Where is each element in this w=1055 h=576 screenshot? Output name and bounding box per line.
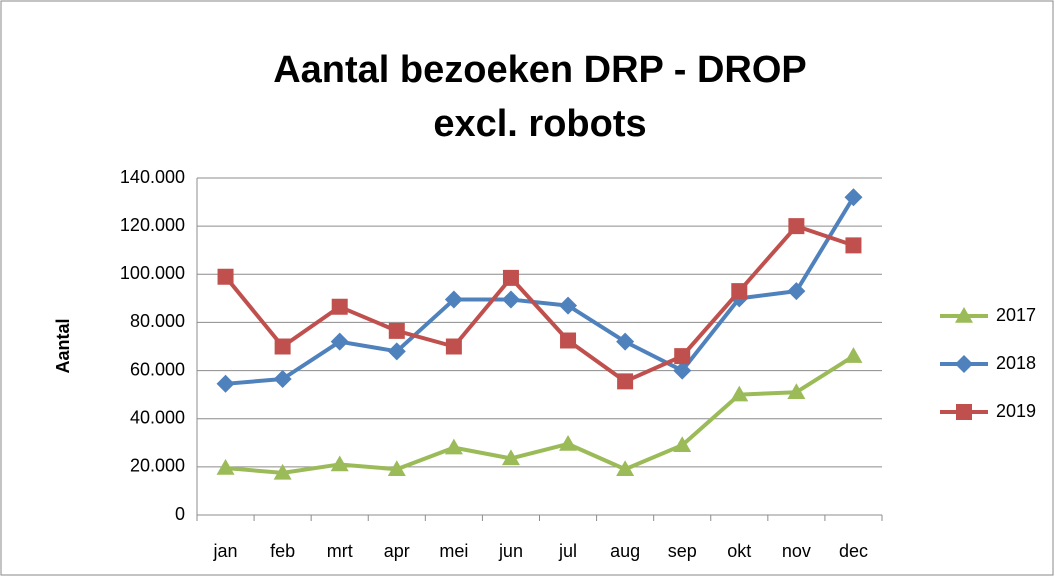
- data-point: [330, 455, 349, 472]
- y-tick-label: 20.000: [130, 456, 185, 476]
- data-point: [501, 290, 520, 309]
- data-point: [216, 374, 235, 393]
- data-point: [616, 460, 635, 477]
- x-tick-label: aug: [610, 541, 640, 561]
- x-tick-label: dec: [839, 541, 868, 561]
- x-tick-label: jan: [213, 541, 238, 561]
- chart-title: excl. robots: [433, 103, 646, 145]
- data-point: [331, 298, 348, 315]
- data-point: [731, 283, 748, 300]
- data-point: [673, 361, 692, 380]
- data-point: [730, 385, 749, 402]
- x-tick-label: jun: [498, 541, 523, 561]
- x-tick-label: feb: [270, 541, 295, 561]
- data-point: [617, 373, 634, 390]
- data-point: [616, 332, 635, 351]
- series-line: [225, 354, 855, 475]
- legend-label: 2019: [996, 401, 1036, 421]
- x-tick-label: mrt: [327, 541, 353, 561]
- legend-label: 2017: [996, 305, 1036, 325]
- data-point: [844, 347, 863, 363]
- y-tick-label: 40.000: [130, 407, 185, 427]
- data-point: [388, 322, 405, 339]
- y-tick-label: 0: [175, 504, 185, 524]
- data-point: [273, 369, 292, 388]
- legend-marker: [955, 307, 973, 323]
- chart-title: Aantal bezoeken DRP - DROP: [273, 49, 807, 91]
- y-tick-label: 60.000: [130, 359, 185, 379]
- y-tick-label: 100.000: [120, 263, 185, 283]
- data-point: [673, 436, 692, 452]
- series-line: [223, 224, 855, 384]
- data-point: [273, 463, 292, 480]
- data-point: [559, 296, 578, 315]
- y-tick-label: 120.000: [120, 215, 185, 235]
- data-point: [844, 188, 863, 207]
- data-point: [674, 348, 691, 365]
- data-point: [559, 434, 578, 451]
- x-tick-label: apr: [384, 541, 410, 561]
- x-tick-label: mei: [439, 541, 468, 561]
- data-point: [501, 449, 520, 466]
- data-point: [560, 332, 577, 349]
- x-tick-label: nov: [782, 541, 811, 561]
- data-point: [788, 218, 805, 235]
- data-point: [845, 237, 862, 254]
- y-tick-label: 80.000: [130, 311, 185, 331]
- data-point: [502, 269, 519, 286]
- data-point: [787, 383, 806, 399]
- data-point: [274, 338, 291, 355]
- data-point: [787, 282, 806, 301]
- y-axis-label: Aantal: [53, 318, 73, 373]
- data-point: [445, 338, 462, 355]
- x-tick-label: okt: [727, 541, 751, 561]
- data-point: [217, 268, 234, 285]
- legend-marker: [955, 355, 973, 373]
- x-tick-label: jul: [558, 541, 577, 561]
- data-point: [330, 332, 349, 351]
- data-point: [216, 459, 235, 475]
- data-point: [387, 342, 406, 361]
- y-tick-label: 140.000: [120, 167, 185, 187]
- series-line: [225, 196, 856, 386]
- legend-label: 2018: [996, 353, 1036, 373]
- x-tick-label: sep: [668, 541, 697, 561]
- data-point: [387, 460, 406, 477]
- legend-marker: [956, 404, 972, 420]
- data-point: [444, 438, 463, 455]
- data-point: [444, 290, 463, 309]
